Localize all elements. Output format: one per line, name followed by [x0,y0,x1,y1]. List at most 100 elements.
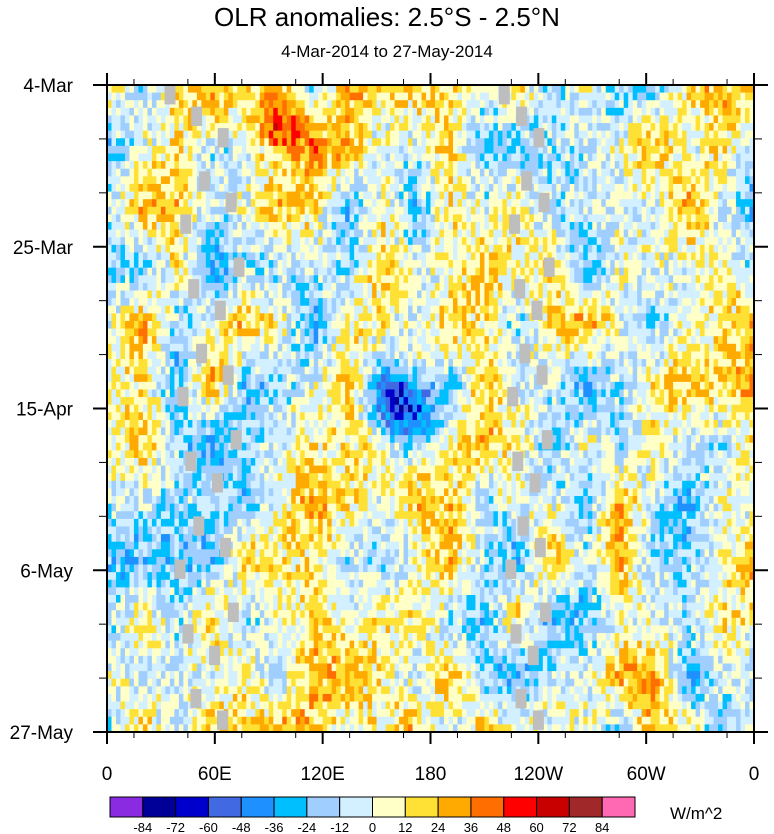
heatmap-cell [479,191,486,200]
heatmap-cell [107,260,113,269]
heatmap-cell [538,123,544,132]
heatmap-cell [309,107,315,117]
heatmap-cell [115,290,122,299]
heatmap-cell [183,115,189,124]
heatmap-cell [461,305,468,314]
heatmap-cell [448,138,454,147]
heatmap-cell [354,214,360,223]
heatmap-cell [623,115,629,124]
heatmap-cell [430,282,436,292]
heatmap-cell [349,320,355,330]
heatmap-cell [569,290,575,299]
heatmap-cell [183,328,189,337]
heatmap-cell [502,305,508,314]
heatmap-cell [124,244,131,254]
heatmap-cell [241,168,247,177]
heatmap-cell [637,320,643,330]
heatmap-cell [646,115,652,124]
heatmap-cell [345,214,351,223]
heatmap-cell [484,183,490,193]
heatmap-cell [232,343,238,353]
heatmap-cell [470,305,477,314]
heatmap-cell [277,222,283,231]
heatmap-cell [291,244,297,254]
heatmap-cell [727,328,733,337]
heatmap-cell [515,298,521,307]
heatmap-cell [228,176,234,185]
heatmap-cell [376,153,382,162]
heatmap-cell [246,237,252,246]
heatmap-cell [309,92,315,101]
heatmap-cell [147,176,153,185]
heatmap-cell [574,222,580,231]
heatmap-cell [241,282,247,292]
heatmap-cell [273,145,279,155]
heatmap-cell [354,298,360,307]
heatmap-cell [533,343,539,353]
heatmap-cell [385,168,391,177]
heatmap-cell [183,199,189,208]
heatmap-cell [358,206,364,215]
heatmap-cell [664,138,670,147]
heatmap-cell [345,244,351,254]
heatmap-cell [569,153,575,162]
heatmap-cell [587,145,593,155]
heatmap-cell [277,320,283,330]
heatmap-cell [592,145,598,155]
heatmap-cell [718,328,724,337]
heatmap-cell [574,206,580,215]
heatmap-cell [664,275,670,284]
heatmap-cell [107,183,113,193]
heatmap-cell [628,100,634,109]
heatmap-cell [331,229,337,238]
heatmap-cell [111,145,117,155]
heatmap-cell [632,161,638,170]
heatmap-cell [219,275,225,284]
heatmap-cell [304,282,310,292]
heatmap-cell [470,275,477,284]
heatmap-cell [178,290,184,299]
heatmap-cell [619,260,625,269]
heatmap-cell [533,191,539,200]
heatmap-cell [214,229,220,238]
heatmap-cell [691,153,697,162]
heatmap-cell [686,168,692,177]
heatmap-cell [237,328,243,337]
heatmap-cell [246,85,252,94]
heatmap-cell [331,336,337,345]
heatmap-cell [673,123,679,132]
heatmap-cell [138,176,144,185]
heatmap-cell [677,336,683,345]
heatmap-cell [205,222,211,231]
heatmap-cell [565,107,571,117]
heatmap-cell [704,320,710,330]
heatmap-cell [578,145,584,155]
heatmap-cell [349,244,355,254]
heatmap-cell [502,222,508,231]
heatmap-cell [322,100,328,109]
heatmap-cell [107,343,113,353]
heatmap-cell [156,85,162,94]
heatmap-cell [551,199,557,208]
heatmap-cell [250,168,256,177]
heatmap-cell [318,298,324,307]
heatmap-cell [677,214,683,223]
heatmap-cell [237,206,243,215]
heatmap-cell [219,267,225,276]
heatmap-cell [605,168,611,177]
heatmap-cell [345,130,351,139]
heatmap-cell [160,123,167,132]
heatmap-cell [556,138,562,147]
heatmap-cell [124,85,131,94]
heatmap-cell [479,100,486,109]
heatmap-cell [178,153,184,162]
heatmap-cell [515,313,521,322]
heatmap-cell [695,130,701,139]
heatmap-cell [156,229,162,238]
heatmap-cell [610,267,616,276]
heatmap-cell [511,115,517,124]
heatmap-cell [286,313,292,322]
heatmap-cell [259,260,265,269]
heatmap-cell [129,176,135,185]
heatmap-cell [452,161,459,170]
